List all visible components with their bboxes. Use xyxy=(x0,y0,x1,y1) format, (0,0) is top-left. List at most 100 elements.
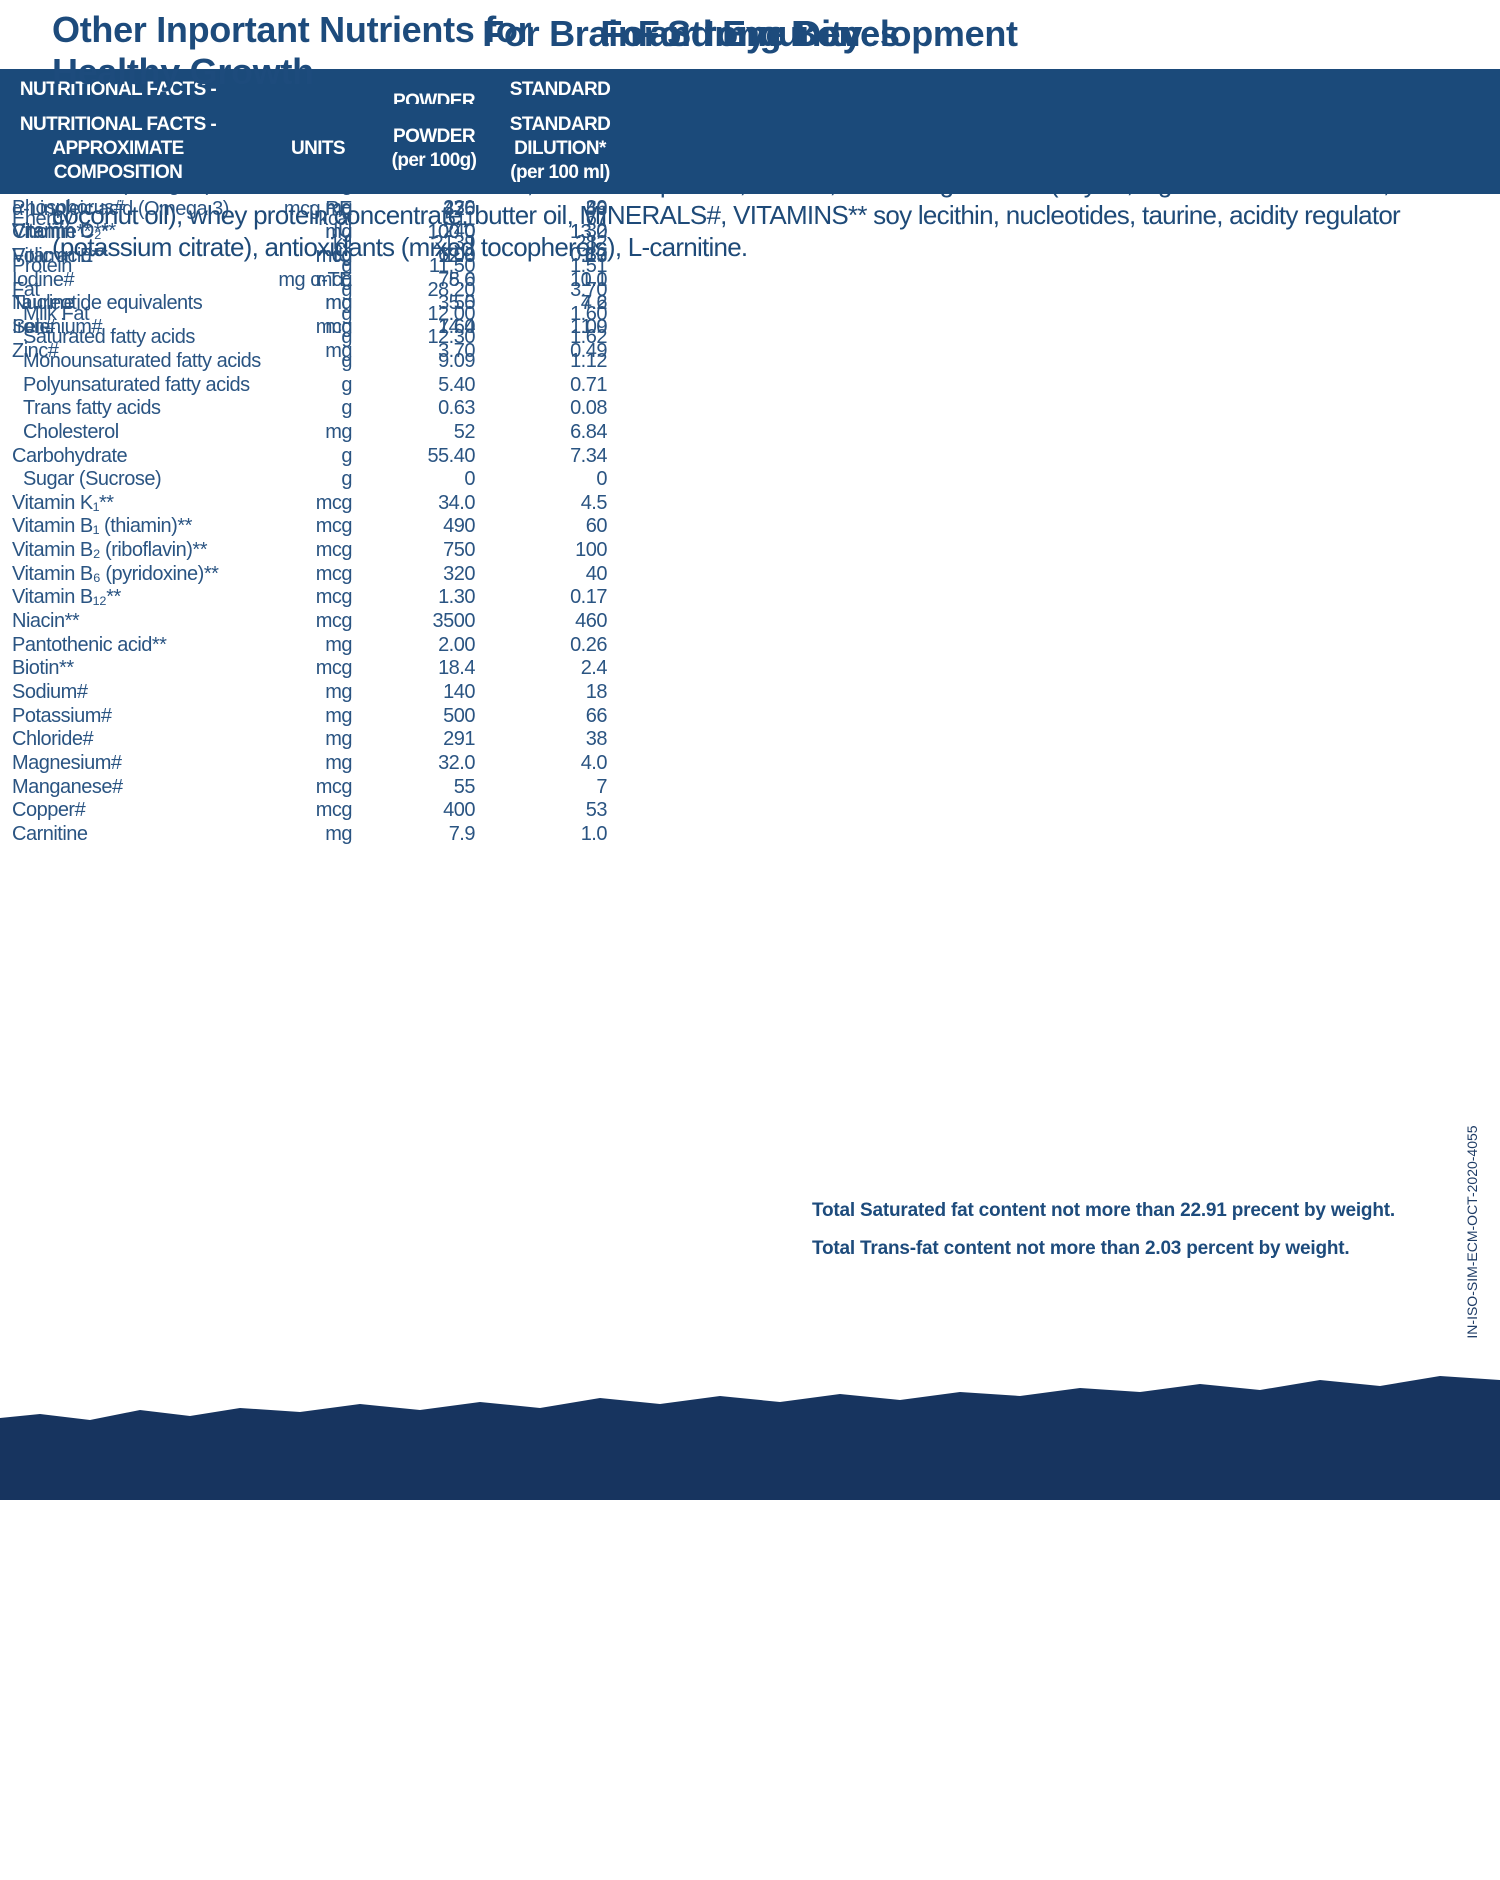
nutrient-name: Sugar (Sucrose) xyxy=(23,468,162,491)
nutrient-powder: 140 xyxy=(443,681,475,703)
nutrient-dilution: 38 xyxy=(585,728,608,751)
nutrient-dilution: 4.5 xyxy=(580,491,608,514)
header-line: NUTRITIONAL FACTS - xyxy=(19,114,217,135)
nutrient-dilution: 1.51 xyxy=(570,255,607,278)
nutrient-powder: 400 xyxy=(443,799,475,822)
nutrient-powder: 34.0 xyxy=(438,491,475,514)
nutrient-unit: g xyxy=(341,373,352,396)
panel-title: Healthy Growth xyxy=(52,51,314,92)
nutrient-dilution: 7.2 xyxy=(580,292,608,315)
nutrient-powder: 12.8 xyxy=(438,244,475,267)
nutrient-unit: g xyxy=(341,302,352,325)
nutrient-dilution: 67 xyxy=(585,208,608,230)
nutrient-name: Selenium# xyxy=(12,315,103,338)
nutrient-dilution: 1.12 xyxy=(570,349,607,372)
nutrient-powder: 9.09 xyxy=(438,349,475,372)
nutrient-unit: IU xyxy=(333,244,353,267)
nutrient-name: Copper# xyxy=(12,799,86,822)
nutrient-dilution: 2.4 xyxy=(580,657,608,680)
nutrient-powder: 320 xyxy=(443,562,475,585)
nutrient-dilution: 1.7 xyxy=(580,244,608,267)
nutrient-powder: 12.00 xyxy=(427,302,475,325)
nutrient-name: Zinc# xyxy=(12,339,59,362)
nutrient-dilution: 0.71 xyxy=(570,373,607,396)
nutrient-dilution: 60 xyxy=(585,515,608,538)
header-cell: NUTRITIONAL FACTS - APPROXIMATE COMPOSITIO… xyxy=(3,113,233,185)
header-line: COMPOSITION xyxy=(53,162,183,183)
nutrient-powder: 5.40 xyxy=(438,373,475,396)
nutrient-unit: g xyxy=(341,255,352,278)
nutrient-powder: 55.40 xyxy=(427,444,475,467)
nutrient-unit: g xyxy=(341,326,352,349)
nutrition-panel: Other Inportant Nutrients for Healthy Gro… xyxy=(0,9,1500,1880)
nutrient-powder: 32.0 xyxy=(438,751,475,774)
nutrient-dilution: 1.9 xyxy=(580,315,608,338)
nutrient-powder: 291 xyxy=(443,728,475,751)
nutrient-powder: 14.4 xyxy=(438,315,475,338)
nutrient-name: Iron# xyxy=(12,315,56,338)
nutrient-unit: mg xyxy=(325,681,352,703)
header-line: UNITS xyxy=(290,138,346,159)
nutrient-unit: mg xyxy=(325,339,352,362)
header-cell: STANDARD DILUTION* (per 100 ml) xyxy=(445,113,675,185)
nutrient-name: Vitamin D₂** xyxy=(12,220,116,243)
nutrient-unit: g xyxy=(341,444,352,467)
header-cell: UNITS xyxy=(203,137,433,161)
nutrient-name: Chloride# xyxy=(12,728,94,751)
nutrient-unit: kcal xyxy=(318,208,352,230)
header-line: APPROXIMATE xyxy=(52,138,184,159)
nutrient-powder: 100.0 xyxy=(427,221,475,244)
nutrient-name: Biotin** xyxy=(12,657,74,680)
nutrient-name: Magnesium# xyxy=(12,751,122,774)
nutrient-powder: 750 xyxy=(443,539,475,562)
nutrient-unit: mg α-TE xyxy=(278,268,352,291)
nutrient-dilution: 0.49 xyxy=(570,339,607,362)
nutrient-name: Sodium# xyxy=(12,681,88,703)
nutrient-powder: 240 xyxy=(443,220,475,243)
nutrient-dilution: 0.17 xyxy=(570,586,607,609)
nutrient-unit: mcg xyxy=(315,657,353,680)
nutrient-dilution: 282 xyxy=(575,231,607,254)
nutrient-dilution: 3.70 xyxy=(570,278,607,301)
nutrient-unit: mcg xyxy=(315,586,353,609)
nutrient-powder: 426 xyxy=(443,197,475,220)
nutrient-dilution: 1.62 xyxy=(570,326,607,349)
nutrient-dilution: 18 xyxy=(585,681,608,703)
nutrient-powder: 3500 xyxy=(432,610,476,633)
nutrient-name: Potassium# xyxy=(12,704,112,727)
table-header: NUTRITIONAL FACTS - APPROXIMATE COMPOSITIO… xyxy=(0,104,1500,194)
nutrient-dilution: 0.80 xyxy=(570,243,607,266)
nutrient-unit: mg xyxy=(325,751,352,774)
nutrient-powder: 0.63 xyxy=(438,397,475,420)
nutrient-unit: mg xyxy=(325,196,352,219)
nutrient-powder: 55 xyxy=(453,775,476,798)
nutrient-unit: mcg xyxy=(315,775,353,798)
nutrient-dilution: 10.0 xyxy=(570,268,607,291)
nutrient-unit: mcg xyxy=(315,244,353,267)
nutrient-unit: mg xyxy=(325,728,352,751)
nutrient-dilution: 0.08 xyxy=(570,397,607,420)
nutrient-dilution: 6.84 xyxy=(570,420,607,443)
nutrient-powder: 0 xyxy=(464,468,475,491)
nutrient-powder: 1.30 xyxy=(438,586,475,609)
note: Total Saturated fat content not more tha… xyxy=(812,1200,1395,1221)
nutrient-dilution: 0.26 xyxy=(570,633,607,656)
nutrient-name: Choline** xyxy=(12,221,91,244)
code: IN-ISO-SIM-ECM-OCT-2020-4055 xyxy=(1464,1125,1480,1339)
nutrient-dilution: 56 xyxy=(585,197,608,220)
nutrient-powder: 100.0 xyxy=(427,221,475,244)
panel-title: For Brain and Eye Development xyxy=(482,13,1018,54)
nutrient-powder: 28.20 xyxy=(427,278,475,301)
nutrient-powder: 75.0 xyxy=(438,268,475,291)
nutrient-dilution: 100 xyxy=(575,539,607,562)
nutrient-unit: mcg xyxy=(315,491,353,514)
nutrient-dilution: 1.00 xyxy=(570,315,607,338)
nutrient-name: Fat xyxy=(12,278,40,301)
nutrient-name: Vitamin B₆ (pyridoxine)** xyxy=(12,562,219,585)
nutrient-unit: mg xyxy=(325,704,352,727)
nutrient-powder: 500 xyxy=(443,704,475,727)
nutrient-dilution: 4.0 xyxy=(580,751,608,774)
nutrient-name: Energy xyxy=(12,208,73,230)
nutrient-unit: mg xyxy=(325,197,352,220)
